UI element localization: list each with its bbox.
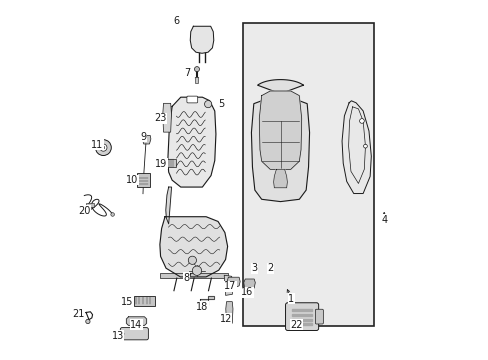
Text: 1: 1	[287, 294, 294, 304]
Polygon shape	[273, 169, 287, 188]
Polygon shape	[160, 217, 227, 277]
Text: 5: 5	[218, 99, 224, 109]
Polygon shape	[259, 91, 301, 169]
Text: 7: 7	[183, 68, 190, 78]
Polygon shape	[126, 317, 146, 325]
Polygon shape	[195, 77, 199, 84]
Polygon shape	[163, 103, 171, 132]
Circle shape	[194, 67, 199, 72]
Circle shape	[363, 144, 366, 148]
Text: 3: 3	[251, 263, 257, 273]
Polygon shape	[244, 279, 255, 291]
Polygon shape	[227, 277, 240, 288]
Polygon shape	[342, 101, 370, 194]
Polygon shape	[142, 135, 151, 144]
Text: 21: 21	[72, 309, 84, 319]
Polygon shape	[291, 319, 311, 321]
Text: 2: 2	[267, 263, 273, 273]
Polygon shape	[251, 80, 309, 202]
FancyBboxPatch shape	[120, 328, 148, 340]
Polygon shape	[224, 275, 232, 295]
FancyBboxPatch shape	[285, 303, 318, 330]
Text: 19: 19	[155, 159, 167, 169]
Text: 11: 11	[91, 140, 103, 150]
FancyBboxPatch shape	[315, 309, 323, 324]
Text: 23: 23	[154, 113, 166, 123]
Circle shape	[188, 256, 196, 264]
Polygon shape	[160, 273, 228, 278]
Text: 16: 16	[241, 287, 253, 297]
Text: 13: 13	[111, 330, 123, 341]
Polygon shape	[200, 296, 213, 305]
Text: 12: 12	[219, 314, 231, 324]
Polygon shape	[291, 309, 311, 311]
Circle shape	[95, 140, 111, 156]
Polygon shape	[190, 26, 213, 53]
Circle shape	[100, 144, 107, 151]
Circle shape	[192, 266, 201, 275]
Circle shape	[102, 146, 104, 149]
Polygon shape	[165, 187, 171, 224]
Text: 14: 14	[130, 320, 142, 330]
Text: 9: 9	[140, 132, 146, 142]
Text: 20: 20	[78, 206, 90, 216]
Text: 18: 18	[196, 302, 208, 312]
Text: 22: 22	[290, 320, 303, 330]
Circle shape	[204, 100, 211, 108]
Circle shape	[111, 213, 114, 216]
Bar	[86, 203, 94, 207]
FancyBboxPatch shape	[186, 96, 197, 103]
Text: 10: 10	[126, 175, 138, 185]
Bar	[242, 23, 373, 326]
Polygon shape	[225, 302, 232, 323]
FancyBboxPatch shape	[137, 173, 149, 187]
Polygon shape	[167, 97, 216, 187]
Polygon shape	[291, 323, 311, 325]
Circle shape	[85, 319, 90, 324]
FancyBboxPatch shape	[133, 296, 155, 306]
Circle shape	[359, 119, 364, 123]
Text: 8: 8	[183, 273, 189, 283]
Text: 15: 15	[121, 297, 133, 307]
FancyBboxPatch shape	[164, 159, 175, 167]
Text: 6: 6	[173, 16, 179, 26]
Text: 4: 4	[380, 215, 386, 225]
Text: 17: 17	[224, 281, 236, 291]
Polygon shape	[291, 314, 311, 316]
